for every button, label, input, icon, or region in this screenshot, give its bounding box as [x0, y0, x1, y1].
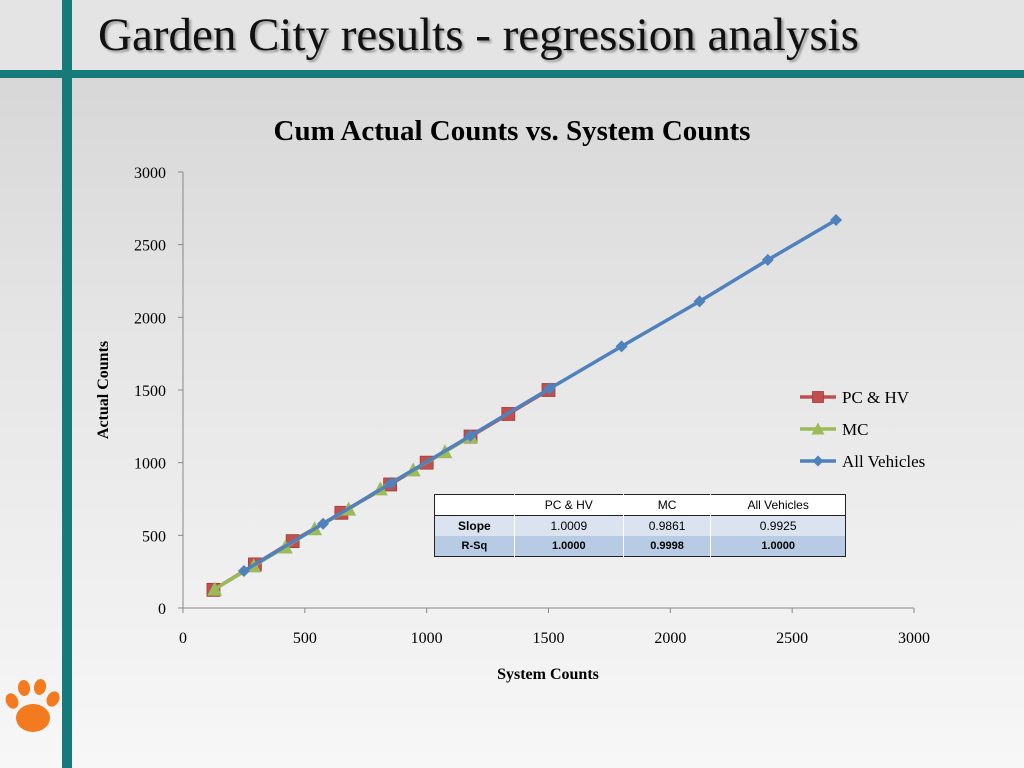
data-point [385, 477, 398, 490]
data-point [830, 213, 843, 226]
stats-header-cell [434, 494, 515, 516]
y-tick-label: 1000 [134, 456, 166, 473]
title-band [0, 0, 1024, 70]
tiger-paw-logo [5, 679, 60, 732]
legend-marker [812, 391, 824, 403]
y-tick-label: 2000 [134, 310, 166, 327]
y-tick-label: 500 [142, 528, 166, 545]
stats-row-rsq: R-Sq 1.0000 0.9998 1.0000 [434, 536, 846, 557]
stats-cell: 0.9925 [710, 515, 846, 536]
stats-cell: 0.9861 [622, 515, 711, 536]
stats-header-cell: All Vehicles [710, 494, 846, 516]
legend-marker [812, 455, 824, 467]
x-axis-label: System Counts [497, 666, 599, 683]
stats-header-cell: MC [622, 494, 711, 516]
teal-vertical-rule [62, 0, 72, 768]
slide-title: Garden City results - regression analysi… [98, 9, 859, 61]
stats-cell: 1.0009 [513, 515, 624, 536]
y-tick-label: 2500 [134, 238, 166, 255]
data-point [464, 429, 477, 442]
x-tick-label: 2000 [654, 630, 686, 647]
data-point [615, 340, 628, 353]
stats-row-slope: Slope 1.0009 0.9861 0.9925 [434, 515, 846, 536]
regression-stats-table: PC & HV MC All Vehicles Slope 1.0009 0.9… [434, 494, 846, 557]
x-tick-label: 2500 [776, 630, 808, 647]
stats-row-label: R-Sq [434, 536, 515, 557]
y-axis-label: Actual Counts [95, 341, 112, 439]
stats-header-cell: PC & HV [513, 494, 624, 516]
y-tick-label: 1500 [134, 383, 166, 400]
stats-cell: 1.0000 [710, 536, 846, 557]
x-tick-label: 3000 [898, 630, 930, 647]
y-tick-label: 3000 [134, 165, 166, 182]
data-point [693, 295, 706, 308]
stats-header-row: PC & HV MC All Vehicles [434, 494, 846, 516]
data-point [761, 253, 774, 266]
data-point [543, 382, 556, 395]
chart-title: Cum Actual Counts vs. System Counts [274, 115, 751, 147]
teal-horizontal-rule [0, 70, 1024, 78]
legend-item: MC [800, 420, 868, 439]
legend-label: All Vehicles [842, 452, 925, 471]
series-all-vehicles [237, 213, 843, 577]
legend-item: All Vehicles [800, 452, 925, 471]
legend-marker [811, 422, 825, 435]
x-tick-label: 0 [179, 630, 187, 647]
data-point [207, 581, 223, 596]
data-point [317, 517, 330, 530]
stats-row-label: Slope [434, 515, 515, 536]
x-tick-label: 500 [293, 630, 317, 647]
legend-label: PC & HV [842, 388, 910, 407]
stats-cell: 0.9998 [622, 536, 711, 557]
data-point [237, 564, 250, 577]
x-tick-label: 1000 [411, 630, 443, 647]
stats-cell: 1.0000 [513, 536, 624, 557]
legend-item: PC & HV [800, 388, 910, 407]
legend-label: MC [842, 420, 868, 439]
y-tick-label: 0 [158, 601, 166, 618]
x-tick-label: 1500 [533, 630, 565, 647]
